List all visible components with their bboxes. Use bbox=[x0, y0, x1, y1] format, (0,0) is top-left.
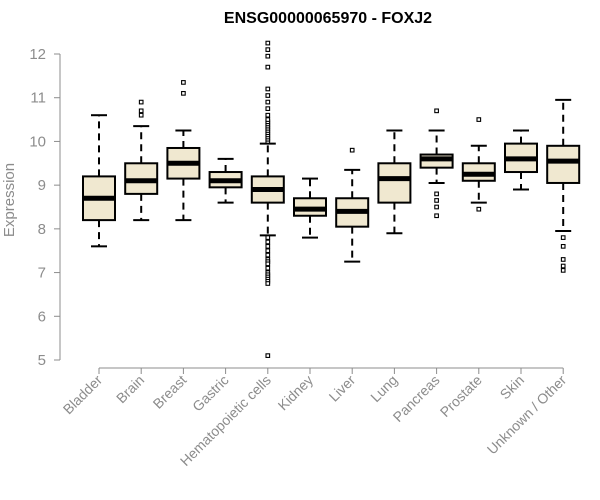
box-group bbox=[419, 108, 454, 219]
box-group bbox=[124, 99, 159, 222]
outlier-point bbox=[265, 265, 271, 271]
box-group bbox=[546, 98, 581, 273]
x-category-label: Pancreas bbox=[390, 372, 443, 425]
outlier-point bbox=[560, 263, 566, 269]
box-group bbox=[250, 40, 285, 358]
outlier-point bbox=[476, 206, 482, 212]
outlier-point bbox=[265, 239, 271, 245]
outlier-point bbox=[265, 99, 271, 105]
outlier-point bbox=[265, 353, 271, 358]
x-category-label: Lung bbox=[367, 372, 400, 405]
outlier-point bbox=[434, 108, 439, 114]
outlier-point bbox=[476, 117, 482, 122]
y-tick-label: 7 bbox=[38, 265, 46, 282]
outlier-point bbox=[265, 235, 271, 240]
y-axis: 5 6 7 8 9 10 11 12 bbox=[29, 46, 61, 369]
outlier-point bbox=[434, 213, 439, 219]
box-iqr bbox=[377, 162, 412, 204]
x-category-label: Skin bbox=[497, 372, 528, 403]
outlier-point bbox=[434, 204, 439, 210]
x-category-label: Kidney bbox=[275, 372, 317, 414]
box-group bbox=[335, 147, 370, 263]
box-group bbox=[461, 117, 496, 212]
outlier-point bbox=[265, 47, 271, 52]
x-category-label: Unknown / Other bbox=[484, 372, 570, 458]
outlier-point bbox=[560, 235, 566, 240]
outlier-point bbox=[265, 64, 271, 70]
outlier-point bbox=[560, 243, 566, 249]
box-group bbox=[166, 80, 201, 222]
outlier-point bbox=[560, 268, 566, 273]
y-tick-label: 6 bbox=[38, 308, 46, 325]
outlier-point bbox=[265, 106, 271, 111]
y-tick-label: 8 bbox=[38, 221, 46, 238]
box-group bbox=[504, 129, 538, 191]
box-iqr bbox=[546, 144, 581, 184]
y-tick-label: 11 bbox=[30, 90, 46, 107]
outlier-point bbox=[560, 257, 566, 262]
outlier-point bbox=[181, 90, 186, 96]
outlier-point bbox=[138, 108, 144, 114]
y-tick-label: 10 bbox=[29, 133, 46, 150]
outlier-point bbox=[265, 86, 271, 92]
y-tick-label: 9 bbox=[38, 177, 46, 194]
outlier-point bbox=[265, 281, 271, 286]
box-group bbox=[208, 157, 243, 204]
box-series bbox=[82, 40, 581, 358]
x-category-label: Bladder bbox=[60, 372, 106, 418]
outlier-point bbox=[265, 248, 271, 254]
outlier-point bbox=[265, 261, 271, 267]
outlier-point bbox=[265, 252, 271, 258]
outlier-point bbox=[181, 80, 186, 85]
y-tick-label: 5 bbox=[38, 352, 46, 369]
outlier-point bbox=[265, 117, 271, 122]
x-category-label: Liver bbox=[326, 372, 359, 405]
outlier-point bbox=[434, 191, 439, 197]
outlier-point bbox=[434, 198, 439, 203]
y-tick-label: 12 bbox=[29, 46, 46, 63]
box-group bbox=[82, 114, 116, 248]
outlier-point bbox=[349, 147, 355, 153]
chart-title: ENSG00000065970 - FOXJ2 bbox=[224, 10, 432, 27]
outlier-point bbox=[265, 93, 271, 98]
outlier-point bbox=[265, 112, 271, 118]
outlier-point bbox=[138, 99, 144, 105]
outlier-point bbox=[265, 243, 271, 249]
y-axis-label: Expression bbox=[1, 163, 18, 237]
outlier-point bbox=[265, 53, 271, 59]
x-category-label: Prostate bbox=[437, 372, 485, 420]
box-group bbox=[293, 177, 327, 239]
x-category-label: Brain bbox=[113, 372, 147, 406]
outlier-point bbox=[265, 40, 271, 46]
x-category-label: Breast bbox=[150, 372, 190, 412]
box-group bbox=[377, 129, 412, 235]
outlier-point bbox=[138, 112, 144, 118]
